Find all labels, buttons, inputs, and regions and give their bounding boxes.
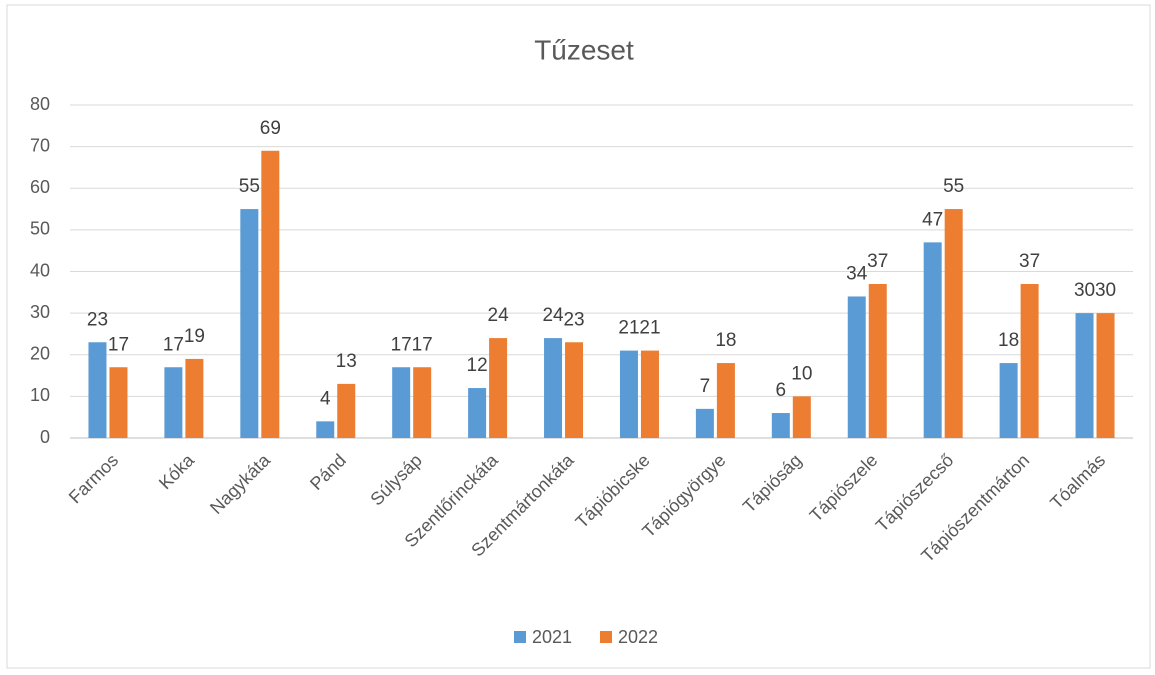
y-tick-label: 30 (30, 302, 50, 322)
data-label: 21 (618, 318, 639, 339)
data-label: 17 (391, 334, 412, 355)
bar (565, 342, 584, 438)
data-label: 18 (998, 330, 1019, 351)
bar (640, 350, 659, 438)
data-label: 4 (320, 388, 331, 409)
y-tick-label: 0 (40, 427, 50, 447)
bar (337, 383, 356, 438)
bar (413, 367, 432, 438)
bar (999, 363, 1018, 438)
bar (468, 388, 487, 438)
bar (944, 209, 963, 438)
chart-title: Tűzeset (534, 34, 634, 65)
data-label: 37 (867, 251, 888, 272)
data-label: 19 (184, 326, 205, 347)
bar (1075, 313, 1094, 438)
bar (792, 396, 811, 438)
bar (1020, 283, 1039, 438)
data-label: 21 (639, 318, 660, 339)
bar (88, 342, 107, 438)
y-tick-label: 70 (30, 135, 50, 155)
bar (392, 367, 411, 438)
data-label: 6 (776, 380, 787, 401)
data-label: 30 (1074, 280, 1095, 301)
data-label: 23 (87, 309, 108, 330)
bar (923, 242, 942, 438)
legend-label: 2021 (532, 627, 572, 647)
bar (164, 367, 183, 438)
data-label: 17 (163, 334, 184, 355)
bar (261, 150, 280, 438)
data-label: 69 (260, 118, 281, 139)
data-label: 13 (336, 351, 357, 372)
y-tick-label: 40 (30, 260, 50, 280)
bar (695, 408, 714, 438)
data-label: 30 (1095, 280, 1116, 301)
bar (619, 350, 638, 438)
y-tick-label: 10 (30, 385, 50, 405)
data-label: 24 (488, 305, 510, 326)
data-label: 34 (846, 263, 868, 284)
bar (109, 367, 128, 438)
bar (847, 296, 866, 438)
bar (185, 358, 204, 438)
bar (771, 413, 790, 438)
bar (868, 283, 887, 438)
bar (544, 338, 563, 438)
y-tick-label: 80 (30, 94, 50, 114)
data-label: 23 (563, 309, 584, 330)
bar (1096, 313, 1115, 438)
y-tick-label: 60 (30, 177, 50, 197)
data-label: 37 (1019, 251, 1040, 272)
data-label: 7 (700, 376, 711, 397)
legend-swatch (514, 631, 526, 643)
data-label: 17 (108, 334, 129, 355)
bar (316, 421, 335, 438)
data-label: 55 (239, 176, 260, 197)
data-label: 10 (791, 363, 812, 384)
legend-swatch (600, 631, 612, 643)
data-label: 55 (943, 176, 964, 197)
bar (489, 338, 508, 438)
legend-label: 2022 (618, 627, 658, 647)
bar (240, 209, 259, 438)
data-label: 12 (467, 355, 488, 376)
data-label: 18 (715, 330, 736, 351)
data-label: 47 (922, 209, 943, 230)
y-tick-label: 50 (30, 219, 50, 239)
bar (716, 363, 735, 438)
y-tick-label: 20 (30, 344, 50, 364)
data-label: 17 (412, 334, 433, 355)
data-label: 24 (542, 305, 564, 326)
